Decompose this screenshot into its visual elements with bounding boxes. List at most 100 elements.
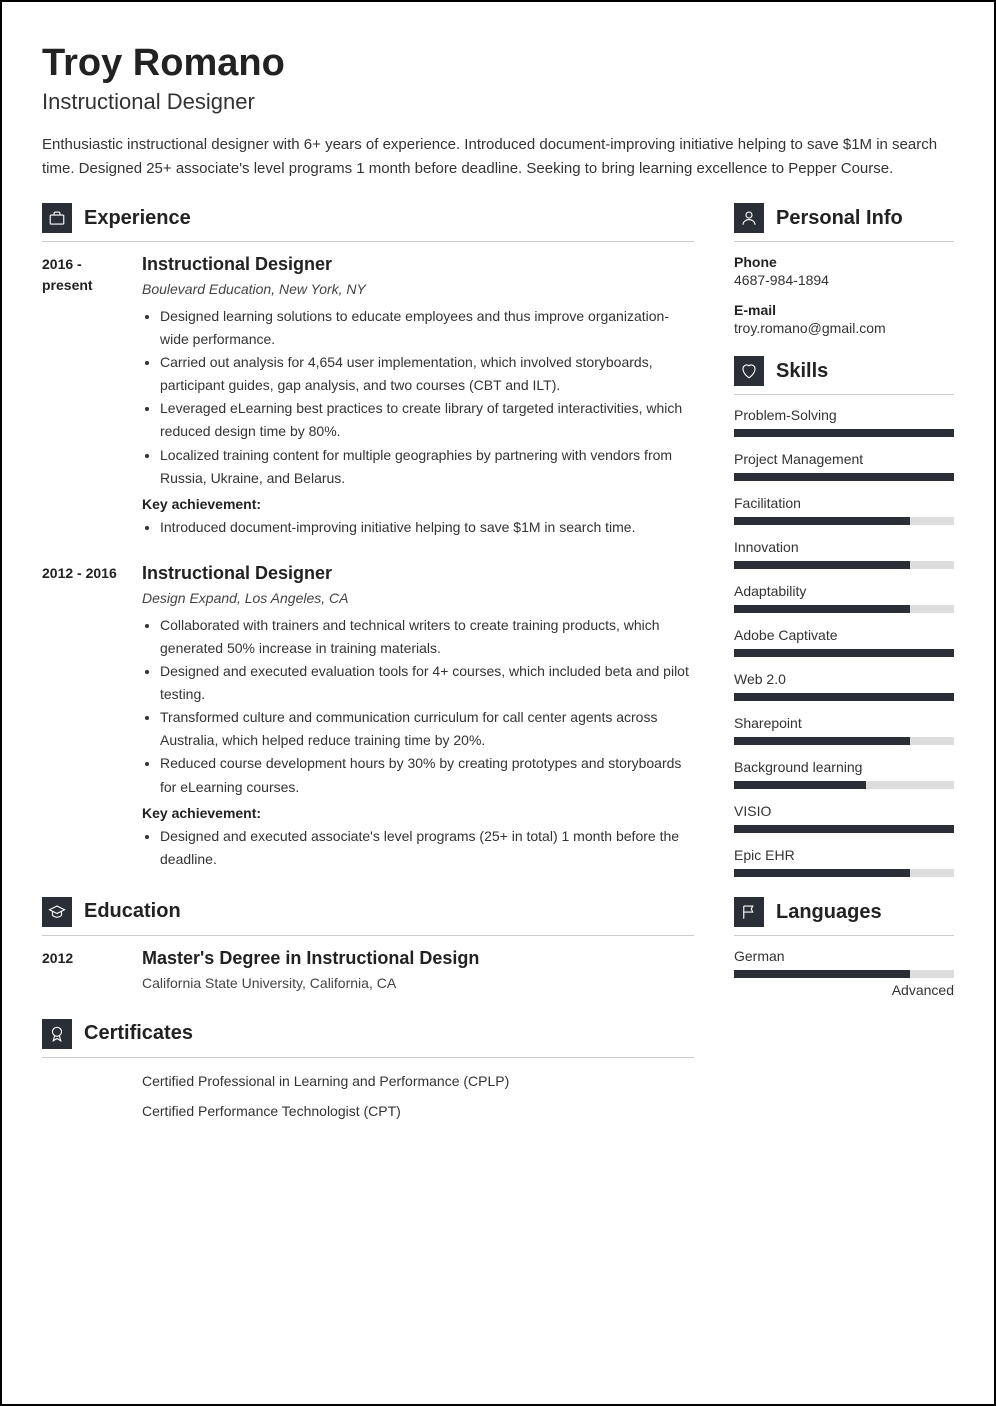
email-value: troy.romano@gmail.com [734,320,954,336]
achievement-item: Designed and executed associate's level … [160,825,694,871]
entry-company: Boulevard Education, New York, NY [142,281,694,297]
language-label: German [734,948,954,964]
entry-body: Instructional Designer Design Expand, Lo… [142,563,694,877]
briefcase-icon [42,203,72,233]
certificates-entry: Certified Professional in Learning and P… [42,1070,694,1131]
graduation-cap-icon [42,897,72,927]
skill-item: Facilitation [734,495,954,525]
skills-section: Skills Problem-Solving Project Managemen… [734,356,954,877]
entry-body: Instructional Designer Boulevard Educati… [142,254,694,545]
entry-date: 2012 [42,948,122,999]
skill-bar [734,869,954,877]
bullet-item: Carried out analysis for 4,654 user impl… [160,351,694,397]
skill-label: Problem-Solving [734,407,954,423]
degree-title: Master's Degree in Instructional Design [142,948,694,969]
skill-fill [734,781,866,789]
person-name: Troy Romano [42,42,954,85]
languages-title: Languages [776,901,882,924]
skill-item: Web 2.0 [734,671,954,701]
skill-item: Background learning [734,759,954,789]
main-column: Experience 2016 - present Instructional … [42,203,694,1151]
entry-body: Master's Degree in Instructional Design … [142,948,694,999]
skill-label: Project Management [734,451,954,467]
skill-fill [734,561,910,569]
side-column: Personal Info Phone 4687-984-1894 E-mail… [734,203,954,1151]
key-achievement-label: Key achievement: [142,805,694,821]
summary-text: Enthusiastic instructional designer with… [42,133,954,181]
bullet-item: Designed and executed evaluation tools f… [160,660,694,706]
certificate-item: Certified Performance Technologist (CPT) [142,1100,694,1122]
bullet-item: Localized training content for multiple … [160,444,694,490]
bullet-list: Designed learning solutions to educate e… [142,305,694,490]
skill-fill [734,517,910,525]
skill-bar [734,825,954,833]
skill-fill [734,693,954,701]
certificates-title: Certificates [84,1022,193,1045]
skill-bar [734,429,954,437]
education-entry: 2012 Master's Degree in Instructional De… [42,948,694,999]
experience-title: Experience [84,207,191,230]
skill-bar [734,781,954,789]
experience-entry: 2012 - 2016 Instructional Designer Desig… [42,563,694,877]
entry-date: 2016 - present [42,254,122,545]
skills-title: Skills [776,360,828,383]
experience-header: Experience [42,203,694,242]
skill-fill [734,737,910,745]
flag-icon [734,897,764,927]
certificates-section: Certificates Certified Professional in L… [42,1019,694,1131]
certificates-header: Certificates [42,1019,694,1058]
bullet-list: Collaborated with trainers and technical… [142,614,694,799]
education-section: Education 2012 Master's Degree in Instru… [42,897,694,999]
achievement-item: Introduced document-improving initiative… [160,516,694,539]
certificate-item: Certified Professional in Learning and P… [142,1070,694,1092]
skill-item: Adaptability [734,583,954,613]
experience-entry: 2016 - present Instructional Designer Bo… [42,254,694,545]
phone-label: Phone [734,254,954,270]
email-label: E-mail [734,302,954,318]
skill-label: Web 2.0 [734,671,954,687]
skill-label: Innovation [734,539,954,555]
education-title: Education [84,900,181,923]
entry-date: 2012 - 2016 [42,563,122,877]
skill-bar [734,693,954,701]
achievement-list: Introduced document-improving initiative… [142,516,694,539]
bullet-item: Leveraged eLearning best practices to cr… [160,397,694,443]
entry-title: Instructional Designer [142,254,694,275]
entry-company: Design Expand, Los Angeles, CA [142,590,694,606]
heart-icon [734,356,764,386]
skill-label: Sharepoint [734,715,954,731]
skill-item: Problem-Solving [734,407,954,437]
school-name: California State University, California,… [142,975,694,991]
bullet-item: Designed learning solutions to educate e… [160,305,694,351]
entry-title: Instructional Designer [142,563,694,584]
language-fill [734,970,910,978]
personal-info-header: Personal Info [734,203,954,242]
achievement-list: Designed and executed associate's level … [142,825,694,871]
job-title: Instructional Designer [42,89,954,115]
language-bar [734,970,954,978]
skills-header: Skills [734,356,954,395]
skill-item: VISIO [734,803,954,833]
skill-bar [734,473,954,481]
skill-label: Adobe Captivate [734,627,954,643]
bullet-item: Transformed culture and communication cu… [160,706,694,752]
skill-bar [734,605,954,613]
skill-item: Project Management [734,451,954,481]
skill-bar [734,737,954,745]
skill-item: Sharepoint [734,715,954,745]
languages-header: Languages [734,897,954,936]
person-icon [734,203,764,233]
skill-label: Facilitation [734,495,954,511]
ribbon-icon [42,1019,72,1049]
personal-info-section: Personal Info Phone 4687-984-1894 E-mail… [734,203,954,336]
skill-item: Innovation [734,539,954,569]
skill-label: Epic EHR [734,847,954,863]
skill-fill [734,649,954,657]
skill-item: Epic EHR [734,847,954,877]
languages-section: Languages German Advanced [734,897,954,998]
skill-label: VISIO [734,803,954,819]
skill-label: Adaptability [734,583,954,599]
skill-item: Adobe Captivate [734,627,954,657]
experience-section: Experience 2016 - present Instructional … [42,203,694,877]
skill-bar [734,517,954,525]
